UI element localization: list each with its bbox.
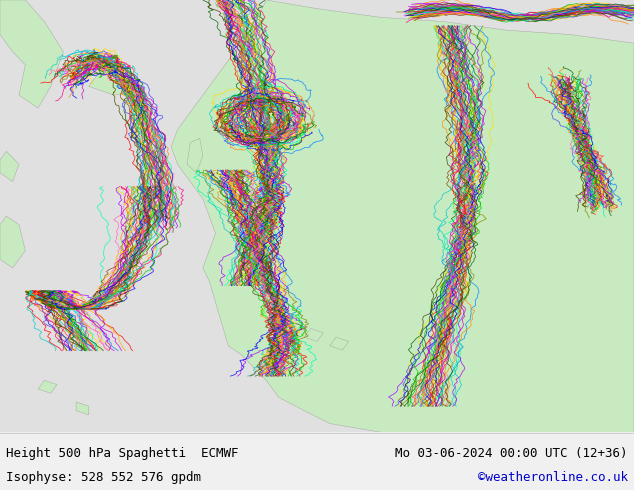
- Polygon shape: [304, 328, 323, 342]
- Text: Isophyse: 528 552 576 gpdm: Isophyse: 528 552 576 gpdm: [6, 471, 202, 484]
- Polygon shape: [0, 0, 63, 108]
- Text: Height 500 hPa Spaghetti  ECMWF: Height 500 hPa Spaghetti ECMWF: [6, 447, 239, 460]
- Text: ©weatheronline.co.uk: ©weatheronline.co.uk: [477, 471, 628, 484]
- Polygon shape: [0, 151, 19, 181]
- Polygon shape: [38, 380, 57, 393]
- Text: Mo 03-06-2024 00:00 UTC (12+36): Mo 03-06-2024 00:00 UTC (12+36): [395, 447, 628, 460]
- Polygon shape: [89, 69, 139, 95]
- Polygon shape: [0, 216, 25, 268]
- Polygon shape: [76, 402, 89, 415]
- Polygon shape: [330, 337, 349, 350]
- Polygon shape: [171, 0, 634, 432]
- Polygon shape: [187, 138, 203, 173]
